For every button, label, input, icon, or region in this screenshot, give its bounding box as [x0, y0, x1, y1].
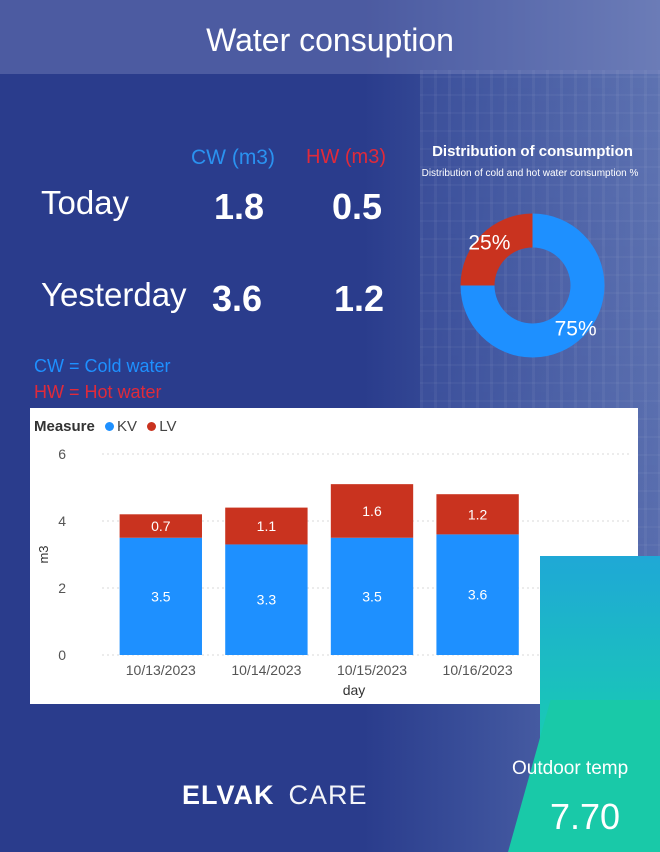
bar-kv[interactable] [330, 537, 414, 655]
hw-legend: HW = Hot water [34, 382, 162, 402]
yesterday-hw-value: 1.2 [334, 278, 385, 319]
y-tick-label: 6 [58, 446, 66, 462]
bar-data-label: 3.6 [468, 587, 488, 603]
y-tick-label: 2 [58, 580, 66, 596]
bar-data-label: 3.5 [362, 588, 382, 604]
outdoor-temp-card [527, 788, 643, 846]
bar-data-label: 1.1 [257, 518, 277, 534]
donut-slice-label-1: 25% [468, 231, 510, 254]
x-tick-label: 10/13/2023 [126, 662, 196, 678]
distribution-donut-chart[interactable]: 75% 25% [455, 213, 610, 358]
cw-legend: CW = Cold water [34, 356, 171, 376]
y-axis-title: m3 [36, 545, 51, 563]
today-label: Today [41, 184, 130, 221]
bar-lv[interactable] [330, 484, 414, 538]
outdoor-temp-label: Outdoor temp [512, 758, 629, 779]
x-tick-label: 10/14/2023 [231, 662, 301, 678]
y-tick-label: 4 [58, 513, 66, 529]
y-tick-label: 0 [58, 647, 66, 663]
title-bar [0, 0, 660, 74]
cw-column-header: CW (m3) [191, 146, 275, 169]
yesterday-cw-value: 3.6 [212, 278, 263, 319]
donut-slice-0[interactable] [460, 213, 605, 358]
bar-data-label: 1.6 [362, 503, 382, 519]
bar-lv[interactable] [436, 494, 519, 535]
x-axis-title: day [343, 682, 366, 698]
bar-data-label: 1.2 [468, 506, 488, 522]
bar-lv[interactable] [225, 507, 308, 545]
donut-title: Distribution of consumption [432, 143, 633, 160]
bar-lv[interactable] [119, 514, 202, 538]
hw-column-header: HW (m3) [306, 146, 386, 168]
chart-legend: Measure KV LV [34, 418, 176, 435]
x-tick-label: 10/15/2023 [337, 662, 407, 678]
bar-kv[interactable] [436, 534, 519, 655]
donut-slice-1[interactable] [460, 213, 533, 286]
x-tick-label: 10/16/2023 [443, 662, 513, 678]
bar-data-label: 3.3 [257, 592, 277, 608]
donut-subtitle: Distribution of cold and hot water consu… [421, 168, 639, 179]
today-cw-value: 1.8 [214, 186, 265, 227]
bar-data-label: 3.5 [151, 588, 171, 604]
legend-lv-label[interactable]: LV [159, 418, 177, 435]
legend-kv-marker [105, 422, 115, 431]
legend-kv-label[interactable]: KV [117, 418, 138, 435]
bar-data-label: 0.7 [151, 518, 171, 534]
donut-slice-label-0: 75% [555, 318, 597, 341]
today-hw-value: 0.5 [332, 186, 383, 227]
brand-name: ELVAK [182, 780, 275, 810]
yesterday-label: Yesterday [41, 276, 187, 313]
page-title: Water consuption [206, 22, 454, 58]
brand-suffix: CARE [288, 780, 368, 810]
legend-title: Measure [34, 418, 95, 435]
daily-consumption-chart: Measure KV LV 0 2 4 6 m3 3.5 0.7 10/13/2023 3.3 1… [30, 408, 638, 704]
brand-logo: ELVAK CARE [182, 780, 368, 811]
outdoor-temp-value: 7.70 [549, 796, 621, 837]
bar-kv[interactable] [225, 544, 308, 655]
legend-lv-marker [147, 422, 157, 431]
bar-kv[interactable] [119, 537, 202, 655]
